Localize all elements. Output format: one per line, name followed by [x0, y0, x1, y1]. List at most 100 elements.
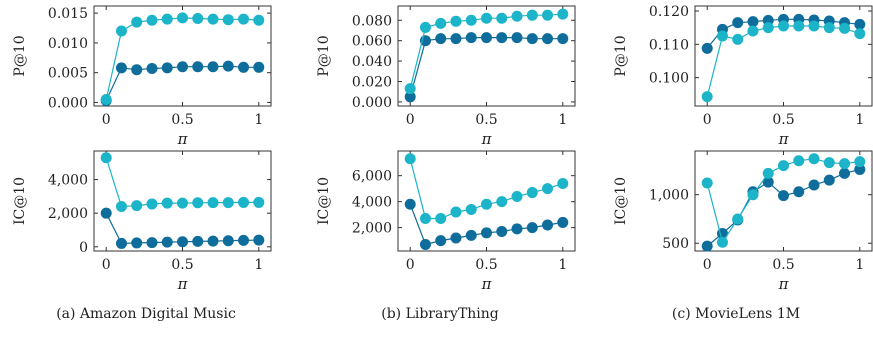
data-point — [557, 177, 569, 189]
y-tick-label: 4,000 — [48, 173, 88, 189]
data-point — [253, 196, 265, 208]
x-tick-label: 0 — [406, 257, 415, 273]
x-axis-label: π — [481, 130, 493, 148]
data-point — [177, 61, 188, 73]
data-point — [131, 64, 143, 76]
x-tick-label: 1 — [254, 112, 263, 128]
series-line — [105, 17, 259, 100]
data-point — [222, 60, 234, 72]
data-point — [701, 42, 713, 54]
data-point — [222, 235, 234, 247]
data-point — [732, 33, 744, 45]
x-tick-label: 1 — [254, 257, 263, 273]
data-point — [511, 190, 523, 202]
x-tick-label: 0.5 — [772, 112, 794, 128]
data-point — [404, 83, 416, 95]
x-tick-label: 1 — [855, 112, 864, 128]
x-tick-label: 0 — [102, 257, 111, 273]
data-point — [100, 93, 112, 105]
y-axis-label: P@10 — [316, 35, 332, 76]
data-point — [823, 174, 835, 186]
data-point — [131, 237, 143, 249]
data-point — [115, 200, 127, 212]
data-point — [701, 91, 713, 103]
data-point — [450, 206, 462, 218]
data-point — [823, 157, 835, 169]
data-point — [177, 236, 188, 248]
data-point — [732, 17, 744, 29]
data-point — [207, 61, 219, 73]
x-tick-label: 0 — [703, 112, 712, 128]
series-line — [706, 168, 860, 247]
data-point — [839, 22, 851, 34]
data-point — [450, 15, 462, 27]
data-point — [747, 16, 759, 28]
data-point — [238, 196, 250, 208]
data-point — [115, 237, 127, 249]
data-point — [526, 33, 538, 45]
y-tick-label: 0.080 — [352, 13, 392, 29]
data-point — [716, 236, 728, 248]
x-axis-label: π — [177, 130, 189, 148]
data-point — [808, 20, 820, 32]
data-point — [793, 186, 805, 198]
data-point — [192, 235, 204, 247]
y-tick-label: 0.010 — [48, 36, 88, 52]
data-point — [465, 229, 477, 241]
data-point — [762, 167, 774, 179]
data-point — [161, 236, 173, 248]
data-point — [557, 33, 569, 45]
data-point — [131, 16, 143, 28]
data-point — [481, 12, 492, 24]
x-axis-label: π — [177, 275, 189, 293]
x-axis-label: π — [481, 275, 493, 293]
x-tick-label: 0 — [703, 257, 712, 273]
data-point — [854, 18, 866, 30]
data-point — [778, 20, 789, 32]
x-tick-label: 0.5 — [772, 257, 794, 273]
data-point — [481, 32, 492, 44]
data-point — [839, 167, 851, 179]
data-point — [839, 158, 851, 170]
data-point — [526, 9, 538, 21]
data-point — [100, 152, 112, 164]
data-point — [253, 234, 265, 246]
caption-c: (c) MovieLens 1M — [671, 306, 801, 322]
data-point — [131, 200, 143, 212]
data-point — [404, 91, 416, 103]
data-point — [526, 187, 538, 199]
data-point — [496, 196, 508, 208]
y-tick-label: 6,000 — [352, 169, 392, 185]
data-point — [435, 235, 447, 247]
data-point — [716, 30, 728, 42]
y-tick-label: 500 — [662, 236, 689, 252]
data-point — [496, 12, 508, 24]
data-point — [557, 8, 569, 20]
data-point — [192, 13, 204, 24]
y-tick-label: 0.015 — [48, 6, 88, 22]
data-point — [465, 32, 477, 44]
data-point — [808, 153, 820, 165]
series-line — [409, 13, 563, 89]
data-point — [854, 163, 866, 175]
data-point — [404, 198, 416, 210]
y-axis-label: IC@10 — [613, 177, 629, 225]
data-point — [511, 223, 523, 235]
data-point — [115, 62, 127, 74]
data-point — [222, 197, 234, 209]
y-tick-label: 0.040 — [352, 54, 392, 70]
data-point — [778, 190, 789, 202]
data-point — [511, 10, 523, 22]
x-tick-label: 0 — [406, 112, 415, 128]
data-point — [238, 234, 250, 246]
data-point — [146, 237, 158, 249]
data-point — [747, 25, 759, 37]
data-point — [465, 14, 477, 26]
x-tick-label: 0 — [102, 112, 111, 128]
y-tick-label: 0.120 — [649, 4, 689, 20]
y-tick-label: 0.020 — [352, 75, 392, 91]
data-point — [526, 222, 538, 234]
x-tick-label: 1 — [855, 257, 864, 273]
data-point — [762, 22, 774, 34]
